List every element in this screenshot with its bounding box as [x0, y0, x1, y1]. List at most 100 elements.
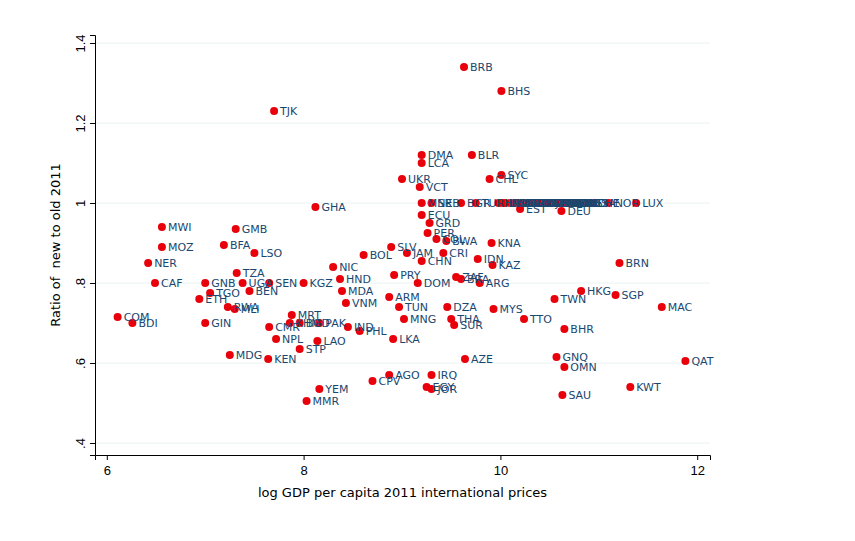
point-label: SAU — [568, 389, 591, 402]
x-tick-mark — [304, 455, 305, 460]
point — [144, 259, 152, 267]
point-label: NPL — [282, 333, 304, 346]
point-label: TWN — [560, 293, 587, 306]
y-axis-line — [90, 36, 96, 456]
point-label: KNA — [498, 237, 521, 250]
point — [239, 279, 247, 287]
y-tick: 1.2 — [73, 114, 95, 132]
point — [658, 303, 666, 311]
point-label: BOL — [370, 249, 393, 262]
point-label: TJK — [279, 105, 298, 118]
point-label: IND — [354, 321, 374, 334]
y-axis-title: Ratio of new to old 2011 — [48, 163, 63, 327]
point-label: GMB — [242, 223, 268, 236]
point — [418, 211, 426, 219]
x-tick-mark — [697, 455, 698, 460]
x-tick: 8 — [300, 455, 307, 478]
point — [626, 383, 634, 391]
point — [443, 303, 451, 311]
point — [398, 175, 406, 183]
grid-line — [95, 123, 710, 124]
point — [490, 305, 498, 313]
point — [424, 229, 432, 237]
point — [428, 371, 436, 379]
point — [368, 377, 376, 385]
point-label: CHL — [496, 173, 519, 186]
point-label: MYS — [500, 303, 523, 316]
point-label: CHN — [428, 255, 452, 268]
point — [395, 303, 403, 311]
point-label: ETH — [205, 293, 227, 306]
x-tick: 10 — [494, 455, 508, 478]
point-label: VCT — [426, 181, 448, 194]
point — [560, 325, 568, 333]
point-label: KAZ — [499, 259, 522, 272]
grid-line — [95, 363, 710, 364]
y-tick-mark — [90, 123, 95, 124]
point-label: BHS — [507, 85, 530, 98]
point-label: KEN — [274, 353, 296, 366]
point-label: EST — [526, 203, 547, 216]
x-tick-mark — [107, 455, 108, 460]
chart: 681012.4.6.811.21.4BRBBHSTJKDMALCABLRUKR… — [0, 0, 855, 541]
point — [201, 319, 209, 327]
point-label: AGO — [395, 369, 420, 382]
grid-line — [95, 43, 710, 44]
y-tick: .4 — [73, 438, 95, 449]
x-tick: 12 — [690, 455, 704, 478]
point-label: GIN — [211, 317, 231, 330]
point — [232, 225, 240, 233]
point — [250, 249, 258, 257]
point-label: AZE — [471, 353, 493, 366]
y-tick: .8 — [73, 278, 95, 289]
y-tick-label: 1.2 — [73, 114, 88, 132]
point — [461, 355, 469, 363]
point — [338, 287, 346, 295]
point — [389, 335, 397, 343]
point — [390, 271, 398, 279]
point — [151, 279, 159, 287]
y-tick: .6 — [73, 358, 95, 369]
point — [558, 391, 566, 399]
point-label: TUR — [481, 197, 505, 210]
point — [342, 299, 350, 307]
point-label: BLR — [478, 149, 500, 162]
point-label: SRB — [438, 197, 460, 210]
point-label: BDI — [138, 317, 157, 330]
y-tick: 1 — [73, 200, 95, 207]
point-label: MMR — [313, 395, 340, 408]
y-axis: .4 .6 .8 1 1.2 1.4 — [73, 34, 96, 455]
point-label: NOR — [615, 197, 640, 210]
grid-line — [95, 283, 710, 284]
y-tick-label: .6 — [73, 358, 88, 369]
point-label: MLI — [241, 303, 260, 316]
point — [612, 291, 620, 299]
x-axis: 681012 — [96, 455, 711, 478]
point-label: CRI — [449, 247, 468, 260]
point — [270, 107, 278, 115]
x-tick-label: 8 — [300, 463, 307, 478]
x-axis-title: log GDP per capita 2011 international pr… — [258, 485, 547, 500]
point — [552, 353, 560, 361]
y-tick-mark — [90, 203, 95, 204]
point-label: MOZ — [168, 241, 194, 254]
point-label: KWT — [636, 381, 661, 394]
point — [385, 293, 393, 301]
point — [615, 259, 623, 267]
point-label: OMN — [570, 361, 596, 374]
point — [468, 151, 476, 159]
y-tick: 1.4 — [73, 34, 95, 52]
point-label: DOM — [424, 277, 451, 290]
point-label: KGZ — [310, 277, 334, 290]
point-label: BRN — [625, 257, 648, 270]
point — [336, 275, 344, 283]
point — [360, 251, 368, 259]
x-axis-line — [96, 456, 711, 461]
point — [486, 175, 494, 183]
point — [296, 345, 304, 353]
point — [400, 315, 408, 323]
point — [474, 255, 482, 263]
point-label: NER — [154, 257, 177, 270]
point — [418, 151, 426, 159]
y-tick-label: 1 — [73, 200, 88, 207]
